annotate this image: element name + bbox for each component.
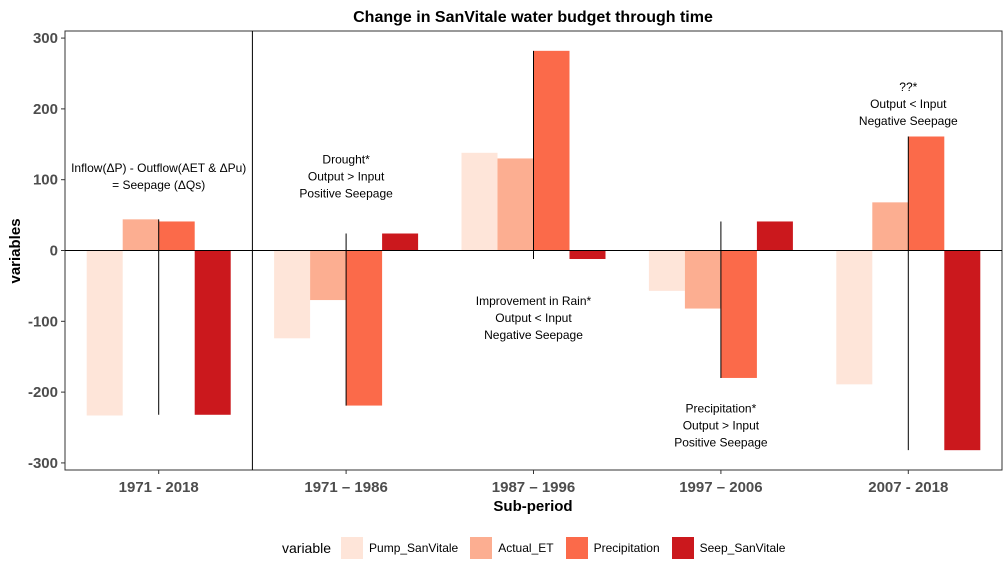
plot-area: -300 -200 -100 0 100 200 300 1971 - 2018 1971 – …	[28, 30, 1003, 496]
bar-pump-sanvitale-0	[86, 250, 123, 416]
legend-swatch-seep	[671, 537, 694, 559]
bar-precipitation-1	[346, 250, 383, 406]
x-tick-label: 1971 – 1986	[304, 479, 387, 496]
y-tick-label: -300	[28, 455, 58, 472]
annotation-text-2: Output < Input	[495, 311, 572, 325]
bar-actual-et-2	[497, 158, 534, 251]
y-tick-label: -100	[28, 313, 58, 330]
bar-seep-sanvitale-0	[194, 250, 231, 415]
legend-label-seep: Seep_SanVitale	[699, 541, 786, 555]
x-tick-label: 1971 - 2018	[119, 479, 199, 496]
bar-actual-et-0	[122, 219, 159, 251]
bar-pump-sanvitale-3	[648, 250, 685, 291]
bar-seep-sanvitale-4	[944, 250, 981, 451]
bar-pump-sanvitale-4	[836, 250, 873, 385]
x-tick-label: 1987 – 1996	[492, 479, 575, 496]
legend-swatch-pump	[341, 537, 364, 559]
bar-precipitation-0	[158, 221, 195, 251]
legend-item-seep: Seep_SanVitale	[671, 537, 786, 559]
bar-seep-sanvitale-3	[756, 221, 793, 251]
bar-precipitation-2	[533, 50, 570, 251]
bar-precipitation-3	[720, 250, 757, 378]
y-tick-label: 300	[33, 30, 58, 47]
x-axis-label: Sub-period	[493, 498, 572, 515]
legend-label-precipitation: Precipitation	[593, 541, 660, 555]
annotation-text-2: Negative Seepage	[484, 328, 583, 342]
annotation-text-0: Inflow(ΔP) - Outflow(AET & ΔPu)	[71, 161, 246, 175]
y-tick-label: 100	[33, 172, 58, 189]
annotation-text-3: Precipitation*	[686, 402, 757, 416]
legend-title: variable	[282, 540, 332, 556]
bar-pump-sanvitale-2	[461, 152, 498, 251]
annotation-text-1: Positive Seepage	[299, 186, 393, 200]
chart-title: Change in SanVitale water budget through…	[353, 9, 713, 26]
bar-pump-sanvitale-1	[274, 250, 311, 339]
bar-precipitation-4	[908, 136, 945, 251]
y-axis-label: variables	[7, 218, 24, 283]
y-tick-label: 200	[33, 101, 58, 118]
legend-label-actual-et: Actual_ET	[498, 541, 554, 555]
legend-item-actual-et: Actual_ET	[470, 537, 554, 559]
legend-item-pump: Pump_SanVitale	[341, 537, 458, 559]
annotation-text-2: Improvement in Rain*	[476, 294, 592, 308]
legend-item-precipitation: Precipitation	[565, 537, 660, 559]
x-tick-label: 2007 - 2018	[868, 479, 948, 496]
legend-swatch-actual-et	[470, 537, 493, 559]
bar-actual-et-3	[684, 250, 721, 309]
annotation-text-3: Positive Seepage	[674, 436, 768, 450]
annotation-text-4: Output < Input	[870, 97, 947, 111]
bar-actual-et-4	[872, 202, 909, 251]
bar-seep-sanvitale-2	[569, 250, 606, 259]
x-tick-label: 1997 – 2006	[679, 479, 762, 496]
annotation-text-4: ??*	[899, 80, 917, 94]
y-tick-label: -200	[28, 384, 58, 401]
bar-seep-sanvitale-1	[382, 233, 419, 251]
y-tick-label: 0	[50, 243, 58, 260]
legend-swatch-precipitation	[565, 537, 588, 559]
legend-label-pump: Pump_SanVitale	[369, 541, 459, 555]
annotation-text-3: Output > Input	[683, 419, 760, 433]
annotation-text-4: Negative Seepage	[859, 114, 958, 128]
annotation-text-1: Drought*	[322, 152, 370, 166]
legend: variable Pump_SanVitale Actual_ET Precip…	[282, 537, 797, 559]
annotation-text-0: = Seepage (ΔQs)	[112, 178, 205, 192]
bar-actual-et-1	[310, 250, 347, 301]
annotation-text-1: Output > Input	[308, 169, 385, 183]
